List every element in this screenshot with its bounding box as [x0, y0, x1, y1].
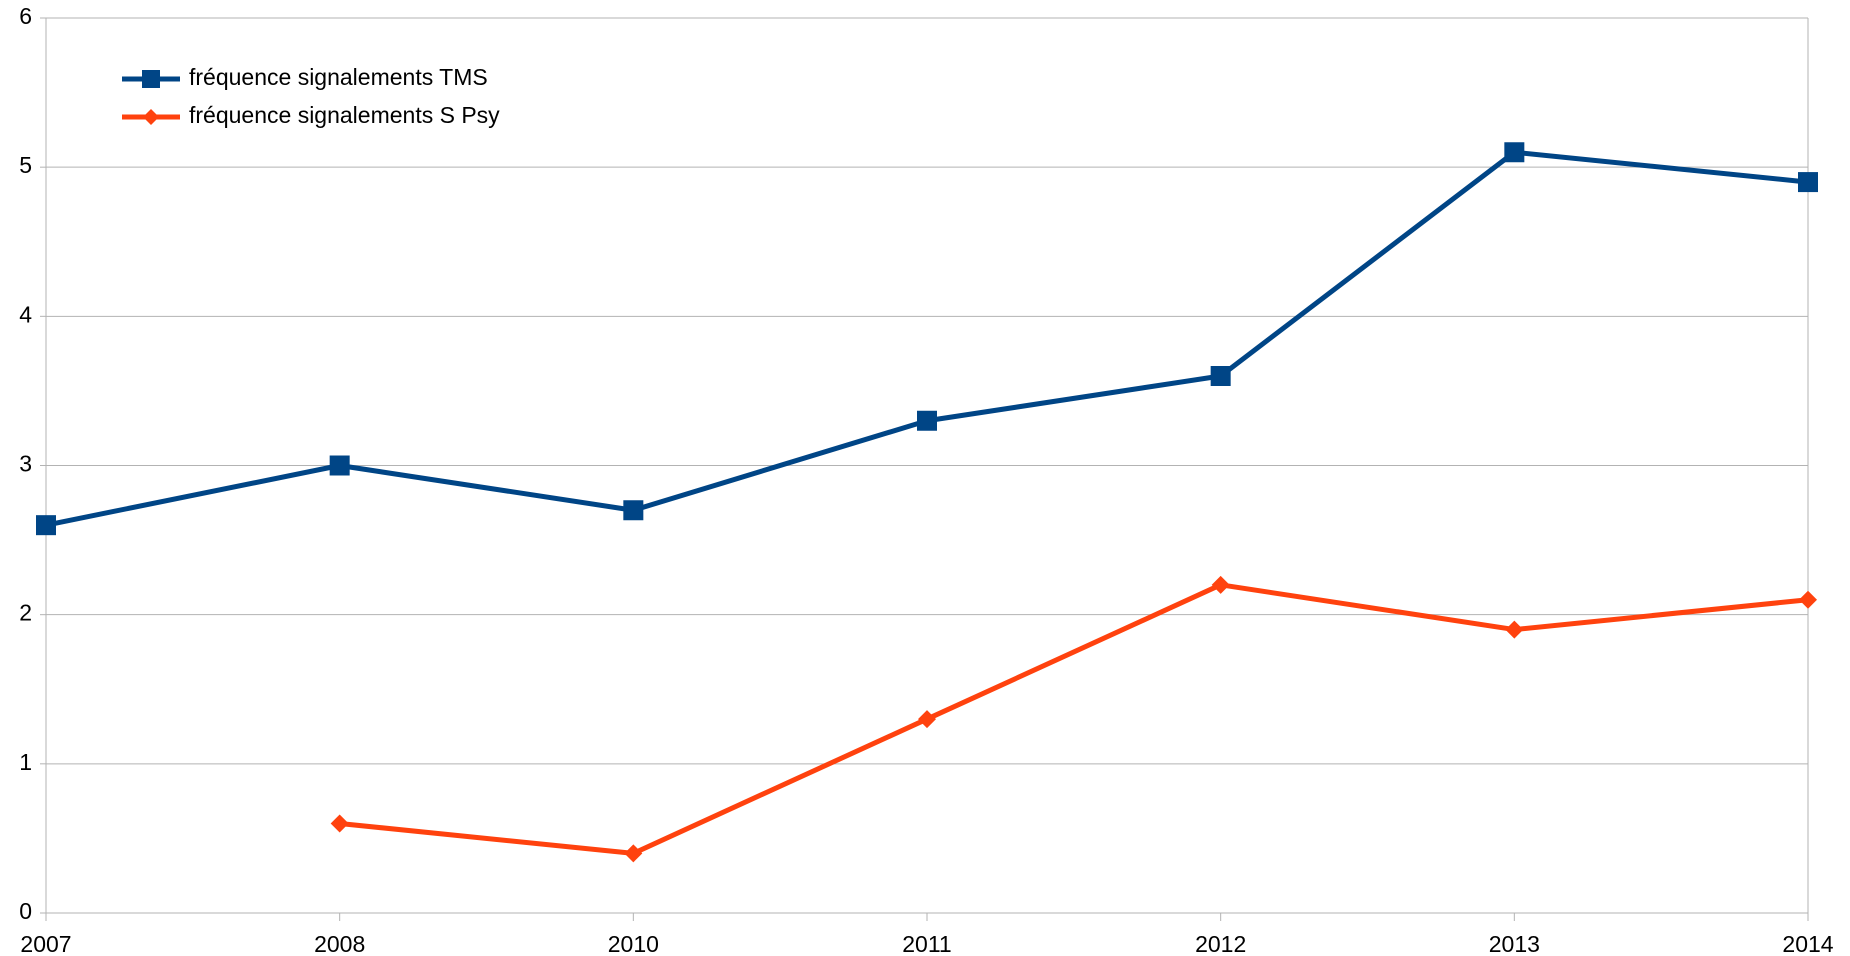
y-tick-label: 1 — [19, 749, 32, 775]
y-tick-label: 2 — [19, 600, 32, 626]
x-tick-label: 2012 — [1195, 931, 1246, 956]
x-tick-label: 2007 — [20, 931, 71, 956]
series-line — [339, 582, 1809, 856]
x-tick-label: 2014 — [1782, 931, 1833, 956]
data-point — [918, 710, 936, 729]
data-point — [1504, 142, 1525, 163]
legend-marker — [143, 109, 159, 125]
data-point — [1799, 590, 1817, 609]
data-point — [624, 844, 643, 863]
x-tick-label: 2013 — [1489, 931, 1540, 956]
y-tick-label: 3 — [19, 451, 32, 477]
data-point — [330, 814, 349, 833]
data-point — [36, 515, 56, 536]
legend-label: fréquence signalements S Psy — [189, 102, 500, 128]
legend-label: fréquence signalements TMS — [189, 64, 488, 90]
data-point — [1798, 172, 1818, 193]
data-point — [1505, 620, 1524, 639]
x-tick-label: 2010 — [608, 931, 659, 956]
x-tick-label: 2011 — [902, 931, 951, 956]
data-point — [917, 410, 937, 431]
y-tick-label: 4 — [19, 301, 32, 327]
data-point — [329, 455, 350, 476]
y-tick-label: 6 — [19, 3, 32, 29]
data-point — [623, 500, 644, 521]
y-tick-label: 0 — [19, 898, 32, 924]
y-tick-label: 5 — [19, 152, 32, 178]
x-tick-label: 2008 — [314, 931, 365, 956]
data-point — [1211, 575, 1230, 594]
legend-marker — [142, 70, 160, 88]
series-line — [45, 149, 1809, 528]
data-point — [1210, 366, 1231, 386]
